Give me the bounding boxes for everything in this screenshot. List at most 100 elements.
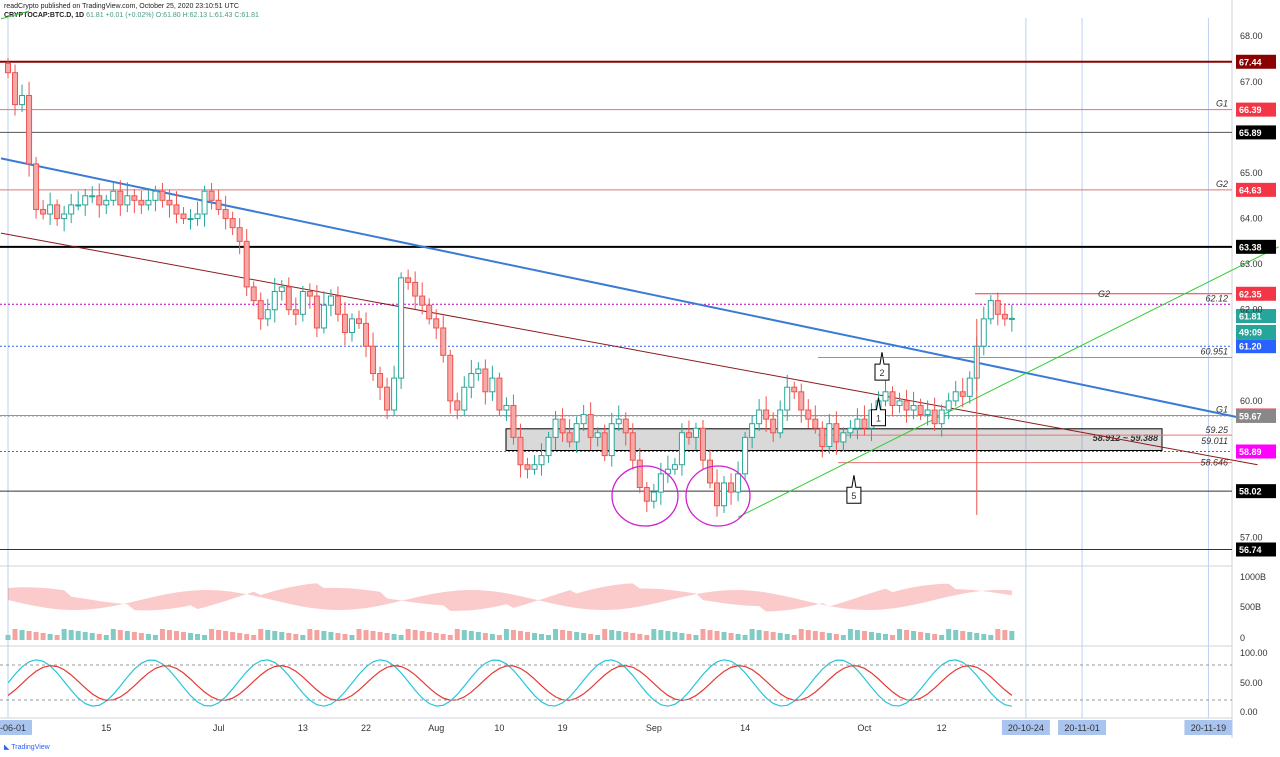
volume-bar (300, 635, 306, 640)
volume-bar (468, 631, 474, 640)
volume-bar (693, 635, 699, 640)
candle-body (678, 432, 685, 466)
time-tick: 13 (298, 723, 308, 733)
candle-body (924, 409, 931, 416)
price-tick: 64.00 (1240, 214, 1263, 224)
candle-body (47, 204, 54, 215)
level-note: G1 (1216, 99, 1228, 109)
volume-bar (110, 629, 116, 640)
candle-body (391, 377, 398, 411)
candle-body (201, 190, 208, 215)
candle-body (566, 432, 573, 443)
volume-bar (686, 634, 692, 640)
volume-bar (152, 635, 158, 640)
candle-body (987, 300, 994, 320)
candle-body (608, 423, 615, 457)
indicator-tick: 0.00 (1240, 707, 1258, 717)
candle-body (636, 459, 643, 489)
price-tag-label: 49:09 (1239, 328, 1262, 338)
volume-bar (805, 630, 811, 640)
candle-body (699, 427, 706, 461)
volume-bar (377, 632, 383, 640)
stoch-rsi-indicator: 100.00 50.00 0.00 (0, 648, 1268, 717)
trendline (737, 246, 1279, 518)
candle-body (54, 204, 61, 220)
candle-body (938, 409, 945, 425)
volume-bar (1009, 631, 1015, 640)
candle-body (468, 373, 475, 388)
volume-bar (890, 635, 896, 640)
volume-bar (117, 630, 123, 640)
candle-body (440, 327, 447, 356)
candle-body (756, 409, 763, 425)
candle-body (454, 400, 461, 411)
volume-bar (489, 634, 495, 640)
candle-body (285, 286, 292, 311)
price-tag (1236, 239, 1276, 254)
price-tag-label: 58.89 (1239, 447, 1262, 457)
volume-bar (426, 632, 432, 640)
price-axis[interactable]: 67.4466.3965.8964.6363.3862.3561.2059.68… (1236, 31, 1276, 557)
volume-bar (679, 633, 685, 640)
candle-body (721, 482, 728, 507)
candle-body (531, 464, 538, 470)
level-note: 59.011 (1201, 436, 1228, 446)
candle-body (931, 409, 938, 425)
volume-bar (461, 630, 467, 640)
volume-bar (26, 631, 32, 640)
volume-bar (482, 633, 488, 640)
volume-bar (103, 635, 109, 640)
candle-body (601, 432, 608, 457)
volume-bar (181, 632, 186, 640)
tradingview-logo[interactable]: ◣ TradingView (4, 743, 50, 751)
callout-number: 1 (876, 414, 881, 424)
volume-bar (5, 635, 11, 640)
grid (0, 0, 1233, 738)
candle-body (61, 213, 68, 220)
candle-body (33, 163, 40, 210)
volume-bar (524, 632, 530, 640)
candle-body (384, 386, 391, 411)
candle-body (173, 204, 180, 215)
volume-bar (96, 634, 102, 640)
volume-bar (721, 632, 727, 640)
candle-body (980, 318, 987, 347)
volume-bar (602, 629, 608, 640)
candle-body (264, 309, 271, 320)
price-tag (1236, 444, 1276, 459)
candle-body (419, 295, 426, 306)
callout-bubble (846, 475, 862, 504)
volume-bar (68, 630, 74, 640)
price-tag (1236, 339, 1276, 354)
volume-bar (546, 635, 552, 640)
candles (5, 58, 1015, 517)
candle-body (398, 277, 405, 379)
candle-body (861, 418, 868, 429)
candle-body (777, 409, 784, 434)
candle-body (12, 72, 19, 106)
volume-bar (939, 635, 945, 640)
time-axis[interactable]: 20-06-01 15 Jul 13 22 Aug 10 19 Sep 14 Oct 12 20-10-… (0, 720, 1233, 735)
volume-bar (658, 630, 664, 640)
candle-body (124, 195, 131, 206)
volume-bar (342, 634, 348, 640)
candle-body (278, 286, 285, 293)
level-note: G2 (1216, 179, 1228, 189)
volume-bar (616, 631, 622, 640)
candle-body (257, 300, 264, 320)
volume-bar (560, 630, 566, 640)
volume-bar (286, 633, 292, 640)
candle-body (707, 459, 713, 484)
candle-body (110, 190, 117, 201)
volume-bar (314, 630, 320, 640)
volume-bar (946, 629, 952, 640)
volume-bar (75, 631, 81, 640)
level-note: G1 (1216, 404, 1228, 414)
volume-bar (230, 632, 236, 640)
ohlc-values: O:61.80 H:62.13 L:61.43 C:61.81 (155, 12, 259, 19)
volume-bar (159, 629, 165, 640)
volume-bar (61, 629, 67, 640)
stoch-d-line (7, 665, 1013, 702)
chart-header: readCrypto published on TradingView.com,… (4, 2, 259, 20)
